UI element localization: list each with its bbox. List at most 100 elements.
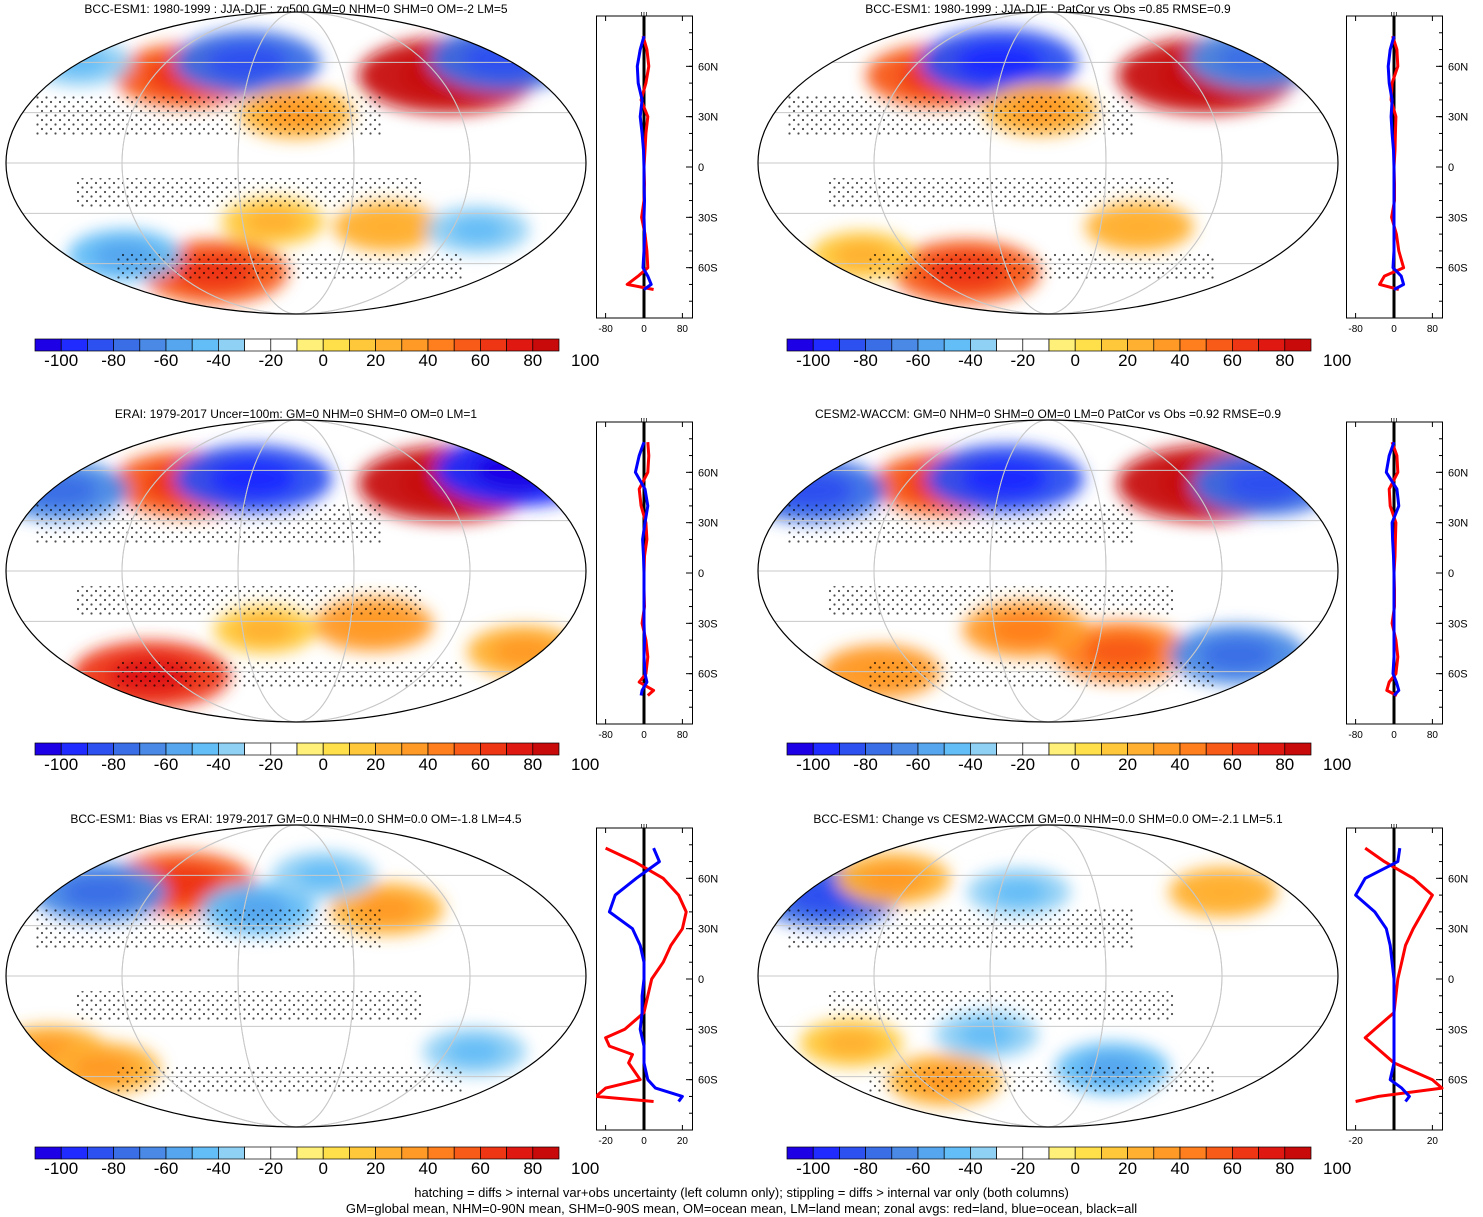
zonal-land-line xyxy=(1378,35,1406,291)
colorbar-label: 100 xyxy=(571,1159,600,1178)
colorbar-swatch xyxy=(891,742,919,756)
colorbar-label: 60 xyxy=(1222,351,1242,370)
colorbar-swatch xyxy=(218,338,245,352)
colorbar xyxy=(786,1146,1312,1160)
colorbar-swatch xyxy=(349,338,376,352)
zonal-ocean-line xyxy=(1384,441,1401,697)
meridian-line xyxy=(989,420,1107,722)
x-tick-label: 0 xyxy=(641,1136,647,1147)
colorbar-swatch xyxy=(87,742,114,756)
colorbar-swatch xyxy=(943,338,971,352)
colorbar-swatch xyxy=(375,1146,403,1160)
colorbar-swatch xyxy=(786,742,814,756)
colorbar-swatch xyxy=(375,338,403,352)
stipple-region xyxy=(35,908,383,949)
meridian-line xyxy=(237,420,355,722)
stipple-region xyxy=(787,503,1135,544)
map-border xyxy=(5,419,587,723)
colorbar-swatch xyxy=(191,1146,219,1160)
zonal-ocean-line xyxy=(1386,35,1406,291)
stipple-region xyxy=(867,1066,1215,1092)
colorbar-swatch xyxy=(532,1146,560,1160)
world-map xyxy=(757,419,1339,723)
colorbar-swatch xyxy=(322,1146,350,1160)
map-title: CESM2-WACCM: GM=0 NHM=0 SHM=0 OM=0 LM=0 … xyxy=(814,407,1282,421)
colorbar-label: 100 xyxy=(1323,351,1352,370)
lat-label: 60N xyxy=(698,467,718,479)
colorbar-swatch xyxy=(812,338,840,352)
zonal-ocean-line xyxy=(633,441,650,696)
zonal-average-plot: 60N 30N 0 30S 60S -80 0 80 m xyxy=(1346,418,1468,741)
map-border xyxy=(757,419,1339,723)
colorbar-swatch xyxy=(113,742,141,756)
meridian-line xyxy=(237,825,355,1127)
colorbar-swatch xyxy=(970,1146,997,1160)
colorbar-swatch xyxy=(1127,338,1155,352)
colorbar-swatch xyxy=(480,742,507,756)
lat-label: 60N xyxy=(1448,467,1468,479)
colorbar-swatch xyxy=(349,742,376,756)
x-unit-label: m xyxy=(1391,824,1398,830)
x-tick-label: 20 xyxy=(677,1136,689,1147)
meridian-line xyxy=(989,12,1107,314)
colorbar-swatch xyxy=(1284,1146,1312,1160)
x-tick-label: 0 xyxy=(1391,730,1397,741)
colorbar-swatch xyxy=(532,742,560,756)
meridian-line xyxy=(237,12,355,314)
colorbar-label: 40 xyxy=(418,1159,438,1178)
colorbar-swatch xyxy=(1048,338,1076,352)
lat-label: 30S xyxy=(1448,212,1468,224)
anomaly-core xyxy=(209,460,297,498)
colorbar-swatch xyxy=(296,338,324,352)
x-unit-label: m xyxy=(641,12,648,18)
colorbar-swatch xyxy=(1232,1146,1259,1160)
map-border xyxy=(5,824,587,1128)
colorbar-swatch xyxy=(270,1146,298,1160)
colorbar-swatch xyxy=(296,1146,324,1160)
world-map xyxy=(5,419,587,723)
colorbar-label: 100 xyxy=(1323,1159,1352,1178)
lat-label: 60S xyxy=(698,263,718,275)
meridian-line xyxy=(121,420,471,722)
x-tick-label: -20 xyxy=(598,1136,613,1147)
colorbar-label: -40 xyxy=(958,351,983,370)
colorbar xyxy=(34,742,560,756)
colorbar-label: -20 xyxy=(1010,1159,1036,1178)
colorbar-swatch xyxy=(1153,1146,1181,1160)
colorbar xyxy=(34,1146,560,1160)
colorbar-label: 0 xyxy=(318,755,328,774)
colorbar-swatch xyxy=(1074,742,1102,756)
x-tick-label: 80 xyxy=(677,324,689,335)
colorbar-swatch xyxy=(1022,1146,1050,1160)
lat-label: 30N xyxy=(1448,112,1468,124)
colorbar-swatch xyxy=(839,338,866,352)
x-tick-label: 80 xyxy=(1427,324,1439,335)
lat-label: 60N xyxy=(1448,61,1468,73)
colorbar-label: -40 xyxy=(206,1159,231,1178)
anomaly-core xyxy=(449,216,506,244)
colorbar-swatch xyxy=(917,338,945,352)
anomaly-core xyxy=(244,208,302,235)
map-title: BCC-ESM1: 1980-1999 : JJA-DJF : zg500 GM… xyxy=(84,2,508,16)
colorbar xyxy=(786,338,1312,352)
colorbar-label: -60 xyxy=(153,351,179,370)
colorbar-swatch xyxy=(87,1146,114,1160)
lat-label: 0 xyxy=(1448,974,1454,986)
anomaly-core xyxy=(492,637,556,666)
colorbar-swatch xyxy=(1179,1146,1207,1160)
colorbar-label: -20 xyxy=(258,351,284,370)
colorbar-swatch xyxy=(218,742,245,756)
colorbar-swatch xyxy=(506,338,534,352)
colorbar-swatch xyxy=(506,742,534,756)
colorbar-swatch xyxy=(480,1146,507,1160)
world-map xyxy=(5,824,587,1128)
lat-label: 60S xyxy=(1448,1075,1468,1087)
lat-label: 30N xyxy=(1448,924,1468,936)
colorbar-label: 0 xyxy=(318,351,328,370)
colorbar-swatch xyxy=(996,338,1024,352)
stipple-region xyxy=(827,178,1175,209)
colorbar-label: 80 xyxy=(523,755,543,774)
colorbar-swatch xyxy=(401,338,429,352)
anomaly-core xyxy=(23,473,98,507)
colorbar-label: 100 xyxy=(571,755,600,774)
